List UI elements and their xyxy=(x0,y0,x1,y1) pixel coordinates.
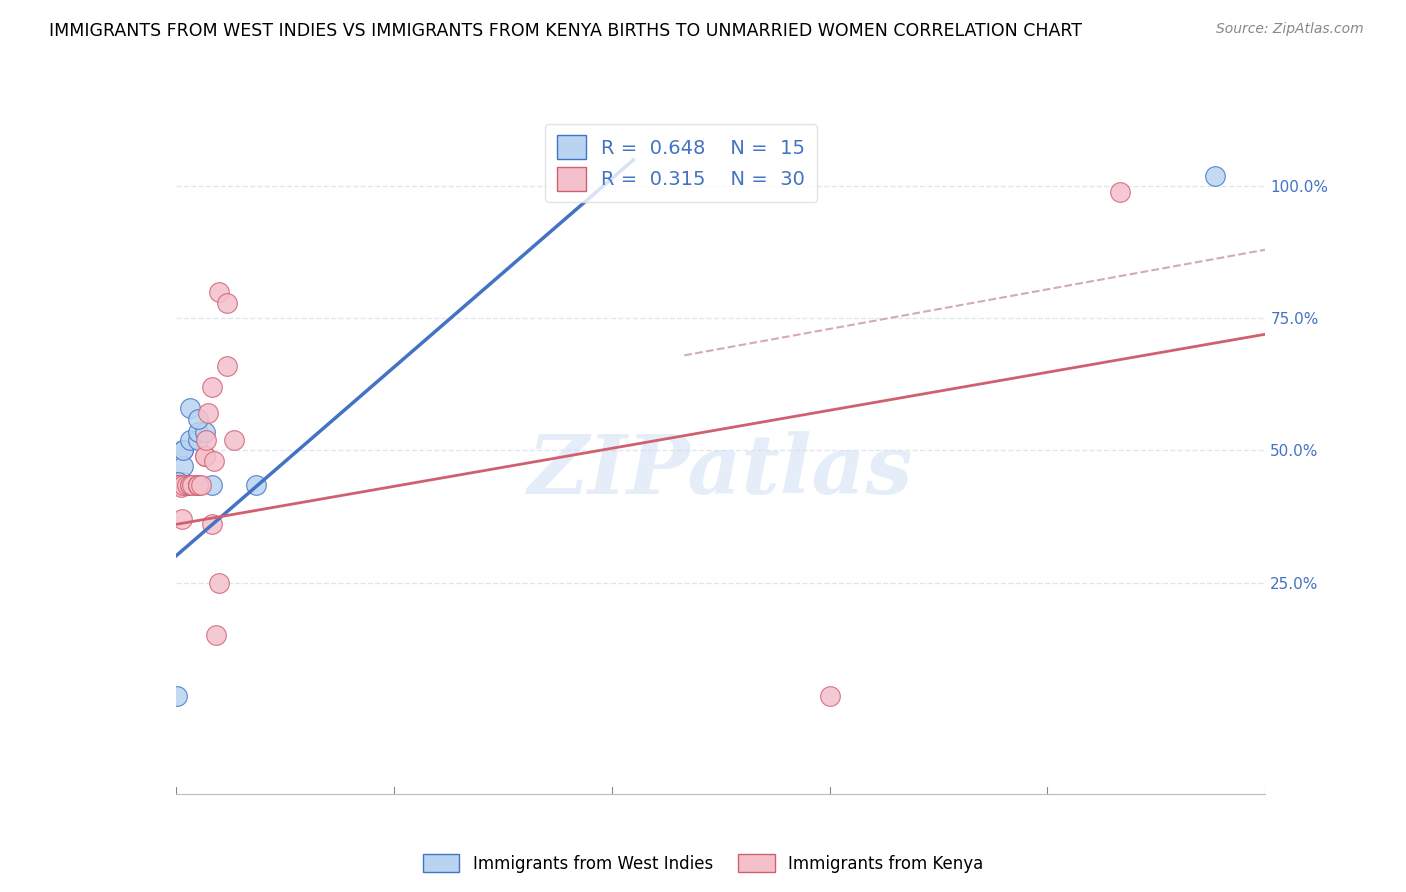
Point xyxy=(1109,185,1132,199)
Point xyxy=(170,512,193,526)
Point xyxy=(170,480,193,494)
Point xyxy=(186,478,209,492)
Point xyxy=(176,478,198,492)
Point xyxy=(208,575,231,590)
Point xyxy=(179,478,201,492)
Text: ZIPatlas: ZIPatlas xyxy=(527,431,914,511)
Point xyxy=(186,425,209,439)
Point xyxy=(202,454,225,468)
Point xyxy=(208,285,231,299)
Legend: R =  0.648    N =  15, R =  0.315    N =  30: R = 0.648 N = 15, R = 0.315 N = 30 xyxy=(546,124,817,202)
Point xyxy=(167,478,190,492)
Text: IMMIGRANTS FROM WEST INDIES VS IMMIGRANTS FROM KENYA BIRTHS TO UNMARRIED WOMEN C: IMMIGRANTS FROM WEST INDIES VS IMMIGRANT… xyxy=(49,22,1083,40)
Point xyxy=(167,475,190,490)
Point xyxy=(1204,169,1226,183)
Point xyxy=(222,433,245,447)
Point xyxy=(179,478,201,492)
Point xyxy=(201,380,224,394)
Point xyxy=(179,401,201,416)
Point xyxy=(186,478,209,492)
Point xyxy=(186,433,209,447)
Point xyxy=(194,449,217,463)
Point xyxy=(172,443,194,458)
Point xyxy=(215,295,238,310)
Point xyxy=(197,407,219,421)
Point xyxy=(172,459,194,474)
Point xyxy=(818,689,841,703)
Point xyxy=(169,478,191,492)
Point xyxy=(167,478,190,492)
Point xyxy=(194,425,217,439)
Point xyxy=(204,628,226,642)
Point xyxy=(190,478,212,492)
Point xyxy=(245,478,267,492)
Point xyxy=(201,517,224,532)
Point xyxy=(195,433,218,447)
Point xyxy=(194,449,217,463)
Text: Source: ZipAtlas.com: Source: ZipAtlas.com xyxy=(1216,22,1364,37)
Point xyxy=(215,359,238,373)
Point xyxy=(186,411,209,425)
Point xyxy=(179,433,201,447)
Point xyxy=(172,475,194,490)
Point xyxy=(172,478,194,492)
Point xyxy=(180,478,202,492)
Point xyxy=(186,478,209,492)
Point xyxy=(166,689,188,703)
Point xyxy=(186,478,209,492)
Point xyxy=(172,443,194,458)
Legend: Immigrants from West Indies, Immigrants from Kenya: Immigrants from West Indies, Immigrants … xyxy=(416,847,990,880)
Point xyxy=(201,478,224,492)
